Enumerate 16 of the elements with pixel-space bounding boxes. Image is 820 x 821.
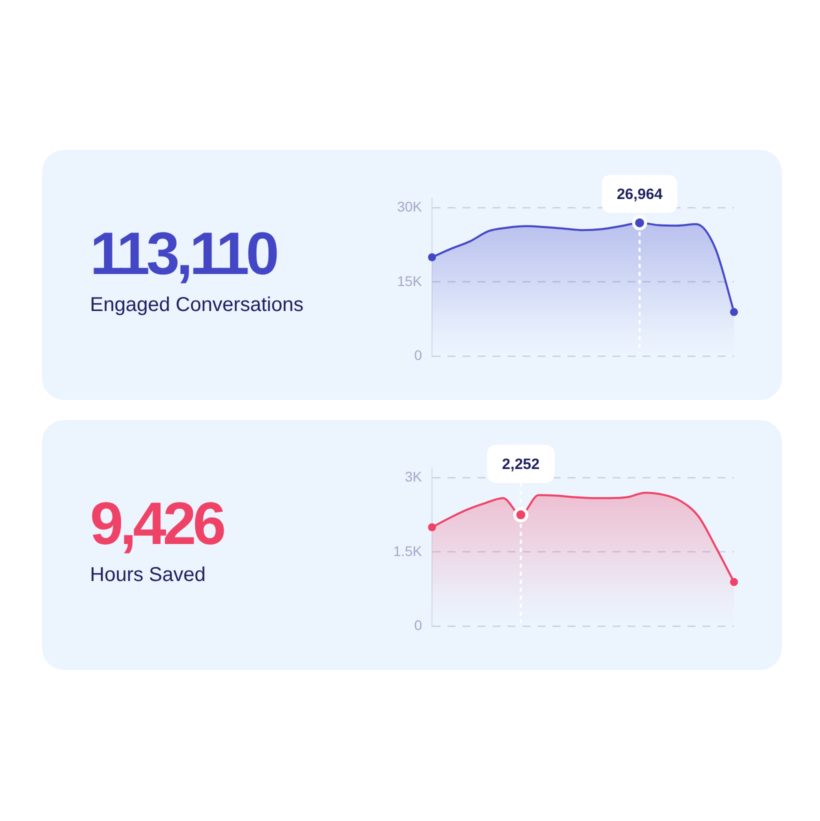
point: [428, 253, 436, 262]
y-tick-label: 1.5K: [393, 542, 423, 559]
y-tick-label: 0: [414, 346, 422, 363]
text: 9,426: [90, 490, 223, 557]
point: [730, 308, 738, 316]
text: 113,110: [90, 220, 276, 287]
data-label: 2,252: [502, 456, 540, 474]
y-tick-label: 3K: [404, 468, 423, 485]
text: Engaged Conversations: [90, 294, 304, 316]
y-tick-label: 15K: [397, 272, 423, 289]
y-tick-label: 30K: [397, 198, 423, 215]
point: [730, 578, 738, 586]
text: Hours Saved: [90, 564, 206, 586]
y-tick-label: 0: [414, 616, 422, 633]
data-label: 26,964: [616, 186, 664, 204]
point: [428, 523, 436, 532]
